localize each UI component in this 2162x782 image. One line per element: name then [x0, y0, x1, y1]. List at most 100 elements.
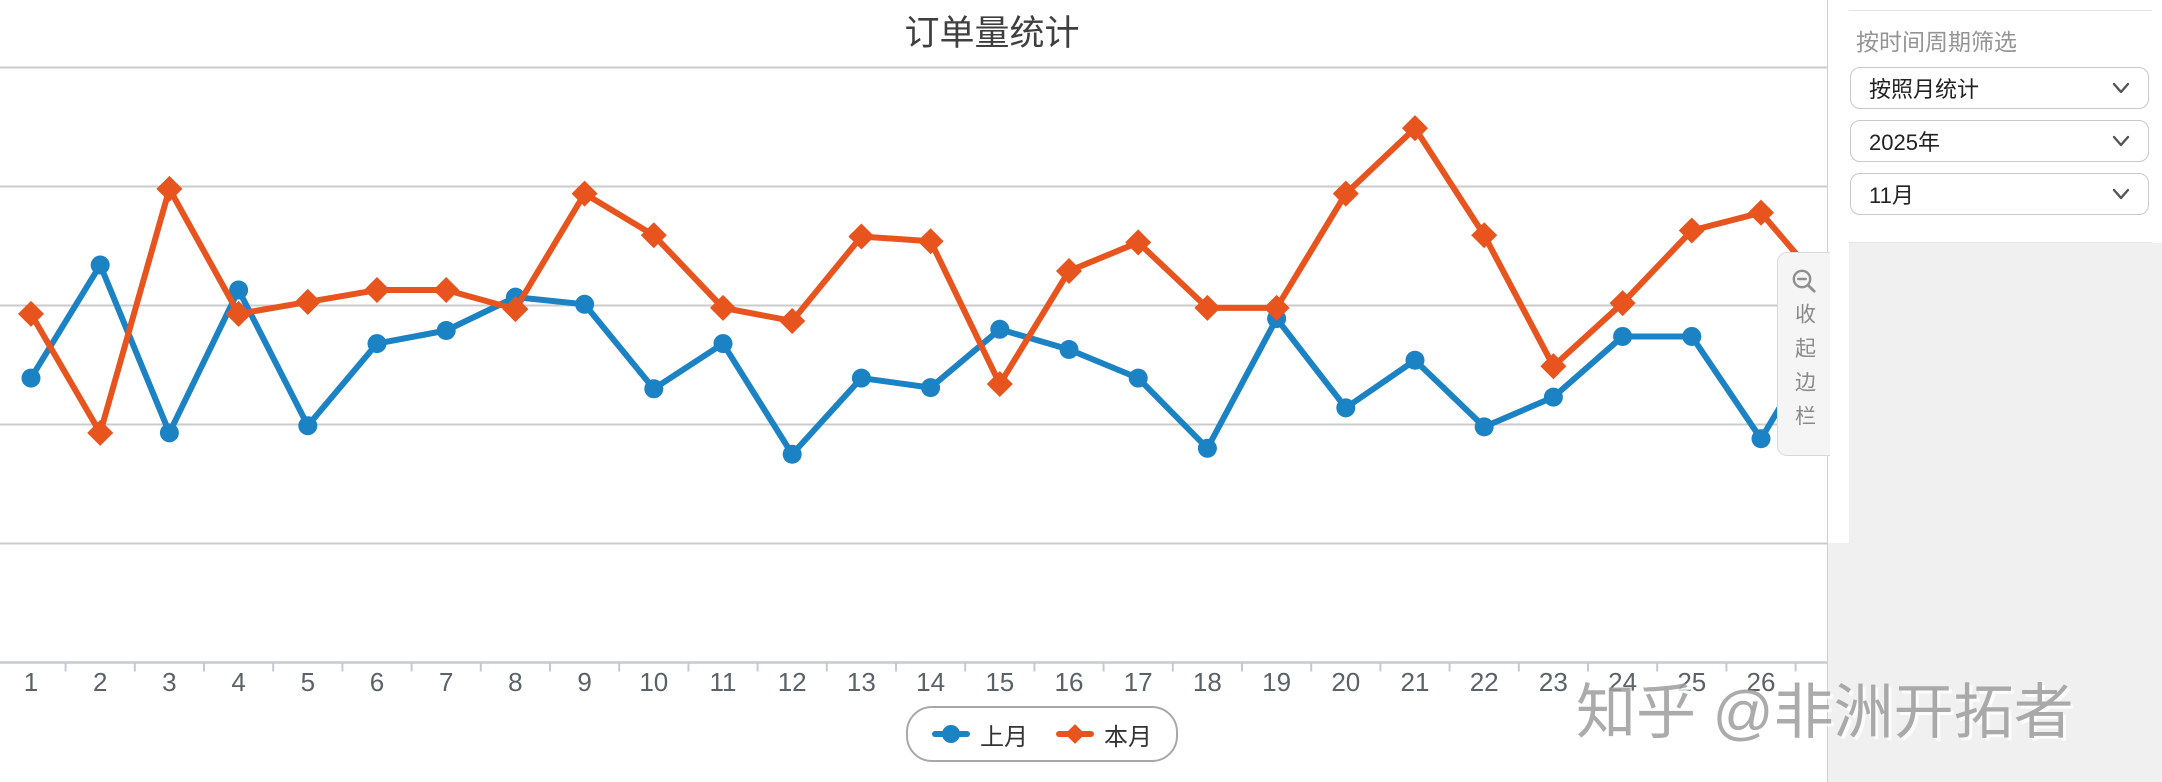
data-point-marker[interactable] — [1682, 326, 1702, 346]
legend-label-last-month: 上月 — [980, 723, 1028, 751]
data-point-marker[interactable] — [571, 180, 598, 207]
x-axis-label: 20 — [1331, 667, 1361, 697]
data-point-marker[interactable] — [1747, 199, 1775, 226]
data-point-marker[interactable] — [640, 222, 667, 249]
sidebar-gap — [1828, 243, 1849, 543]
data-point-marker[interactable] — [363, 277, 391, 304]
line-chart-canvas — [0, 66, 1827, 672]
data-point-marker[interactable] — [986, 371, 1013, 398]
data-point-marker[interactable] — [1055, 257, 1083, 285]
x-axis-label: 26 — [1746, 667, 1776, 697]
month-value: 11月 — [1869, 183, 1914, 208]
x-axis-label: 17 — [1123, 667, 1153, 697]
x-axis-label: 12 — [777, 667, 807, 697]
data-point-marker[interactable] — [1543, 387, 1563, 407]
x-axis-label: 5 — [300, 667, 316, 697]
data-point-marker[interactable] — [779, 307, 806, 334]
data-point-marker[interactable] — [1263, 294, 1290, 321]
x-axis-label: 24 — [1608, 667, 1638, 697]
data-point-marker[interactable] — [709, 294, 737, 321]
zoom-out-icon — [1792, 269, 1816, 293]
data-point-marker[interactable] — [575, 294, 595, 314]
data-point-marker[interactable] — [917, 228, 944, 255]
x-axis-label: 2 — [92, 667, 108, 697]
data-point-marker[interactable] — [1678, 217, 1705, 244]
data-point-marker[interactable] — [225, 300, 252, 327]
month-select[interactable]: 11月 — [1850, 173, 2149, 215]
x-axis-label: 10 — [639, 667, 669, 697]
data-point-marker[interactable] — [1332, 180, 1359, 207]
data-point-marker[interactable] — [851, 368, 871, 388]
x-axis-label: 6 — [369, 667, 385, 697]
data-point-marker[interactable] — [1125, 229, 1152, 256]
filter-section-label: 按时间周期筛选 — [1856, 29, 2017, 55]
chevron-down-icon — [2112, 135, 2130, 147]
x-axis-label: 14 — [916, 667, 946, 697]
filter-sidebar: 按时间周期筛选 按照月统计 2025年 11月 — [1827, 0, 2162, 782]
divider — [1849, 242, 2152, 243]
line-diamond-marker-icon — [1056, 724, 1094, 744]
legend-item-this-month[interactable]: 本月 — [1056, 717, 1152, 752]
data-point-marker[interactable] — [1540, 353, 1567, 380]
data-point-marker[interactable] — [1194, 294, 1221, 321]
data-point-marker[interactable] — [87, 419, 114, 446]
data-point-marker[interactable] — [436, 320, 456, 340]
x-axis-label: 19 — [1262, 667, 1292, 697]
data-point-marker[interactable] — [21, 368, 41, 388]
chevron-down-icon — [2112, 188, 2130, 200]
data-point-marker[interactable] — [1751, 429, 1771, 449]
year-value: 2025年 — [1869, 130, 1940, 155]
sidebar-content-area — [1828, 243, 2162, 782]
data-point-marker[interactable] — [502, 296, 529, 323]
line-circle-marker-icon — [932, 724, 970, 744]
data-point-marker[interactable] — [782, 444, 802, 464]
data-point-marker[interactable] — [921, 378, 941, 398]
x-axis-label: 9 — [577, 667, 592, 697]
data-point-marker[interactable] — [433, 277, 460, 304]
period-type-select[interactable]: 按照月统计 — [1850, 67, 2149, 109]
data-point-marker[interactable] — [229, 280, 249, 300]
collapse-sidebar-button[interactable]: 收起边栏 — [1777, 252, 1830, 456]
data-point-marker[interactable] — [298, 416, 318, 436]
x-axis-label: 23 — [1538, 667, 1568, 697]
data-point-marker[interactable] — [848, 223, 875, 250]
x-axis-label: 3 — [162, 667, 177, 697]
collapse-sidebar-label: 收起边栏 — [1792, 303, 1816, 439]
chevron-down-icon — [2112, 82, 2130, 94]
year-select[interactable]: 2025年 — [1850, 120, 2149, 162]
x-axis-label: 8 — [508, 667, 523, 697]
chart-legend: 上月 本月 — [906, 706, 1178, 762]
data-point-marker[interactable] — [17, 300, 45, 327]
data-point-marker[interactable] — [1474, 417, 1494, 437]
data-point-marker[interactable] — [367, 334, 387, 354]
data-point-marker[interactable] — [1471, 222, 1498, 249]
x-axis-label: 7 — [438, 667, 454, 697]
x-axis-label: 13 — [846, 667, 876, 697]
data-point-marker[interactable] — [1401, 115, 1429, 142]
data-point-marker[interactable] — [1609, 290, 1636, 317]
x-axis-label: 18 — [1192, 667, 1222, 697]
data-point-marker[interactable] — [1128, 368, 1148, 388]
period-type-value: 按照月统计 — [1869, 77, 1980, 102]
data-point-marker[interactable] — [713, 334, 733, 354]
data-point-marker[interactable] — [159, 423, 179, 443]
x-axis-label: 1 — [23, 667, 39, 697]
data-point-marker[interactable] — [1405, 350, 1425, 370]
data-point-marker[interactable] — [1197, 438, 1217, 458]
data-point-marker[interactable] — [1059, 340, 1079, 360]
divider — [1849, 10, 2152, 11]
data-point-marker[interactable] — [644, 379, 664, 399]
data-point-marker[interactable] — [156, 175, 183, 202]
x-axis-label: 4 — [231, 667, 246, 697]
data-point-marker[interactable] — [90, 255, 110, 275]
x-axis-label: 21 — [1400, 667, 1430, 697]
x-axis-label: 25 — [1677, 667, 1707, 697]
data-point-marker[interactable] — [1613, 326, 1633, 346]
data-point-marker[interactable] — [294, 288, 321, 315]
data-point-marker[interactable] — [990, 319, 1010, 339]
legend-item-last-month[interactable]: 上月 — [932, 717, 1028, 752]
data-point-marker[interactable] — [1336, 398, 1356, 418]
x-axis-label: 16 — [1054, 667, 1084, 697]
legend-label-this-month: 本月 — [1104, 723, 1152, 751]
